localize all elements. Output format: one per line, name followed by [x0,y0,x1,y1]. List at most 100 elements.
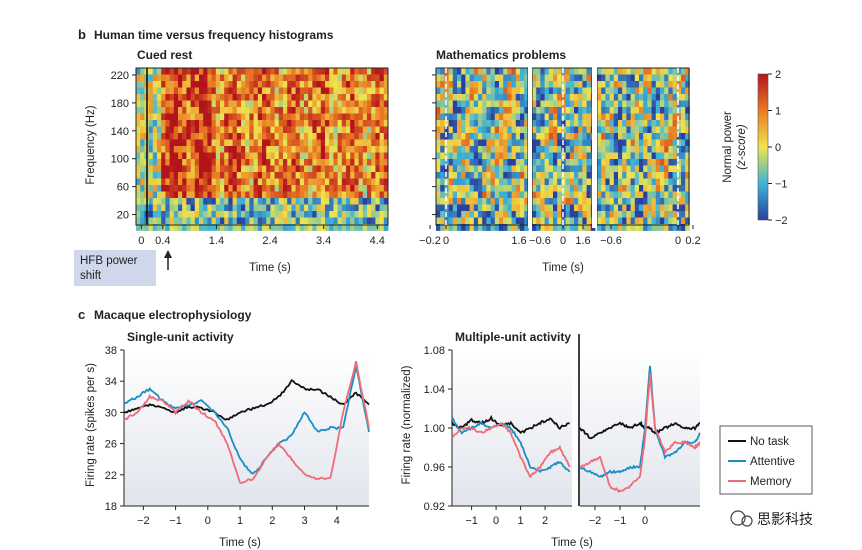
heatmap-cell [540,146,545,153]
heatmap-cell [532,81,537,88]
heatmap-cell [668,68,673,75]
heatmap-cell [354,211,359,218]
heatmap-cell [362,159,368,166]
heatmap-cell [634,159,640,166]
heatmap-cell [647,113,652,121]
heatmap-cell [643,139,648,147]
heatmap-cell [440,204,445,212]
heatmap-cell [586,159,592,166]
heatmap-cell [557,159,562,166]
heatmap-cell [203,87,208,95]
heatmap-cell [626,165,631,173]
heatmap-cell [515,152,521,160]
heatmap-cell [236,133,242,140]
heatmap-cell [224,224,229,231]
heatmap-cell [140,159,145,166]
heatmap-cell [461,185,466,192]
heatmap-cell [199,204,204,212]
heatmap-cell [270,211,275,218]
heatmap-cell [681,81,686,88]
heatmap-cell [499,94,504,101]
heatmap-cell [544,204,550,212]
heatmap-cell [457,165,462,173]
heatmap-cell [236,185,242,192]
heatmap-cell [507,165,512,173]
heatmap-cell [676,126,682,134]
xtick-label: 1.6 [575,235,590,247]
heatmap-cell [278,185,284,192]
heatmap-cell [350,185,355,192]
heatmap-cell [490,191,496,199]
heatmap-cell [597,139,602,147]
heatmap-cell [304,172,309,179]
heatmap-cell [190,81,196,88]
heatmap-cell [520,178,525,186]
heatmap-cell [241,165,246,173]
heatmap-cell [664,120,669,127]
heatmap-cell [304,68,309,75]
heatmap-cell [350,133,355,140]
heatmap-cell [685,68,690,75]
heatmap-cell [473,120,479,127]
heatmap-cell [169,120,175,127]
heatmap-cell [329,113,334,121]
heatmap-cell [613,113,619,121]
heatmap-cell [494,133,500,140]
heatmap-cell [299,100,305,108]
heatmap-cell [333,74,338,82]
colorbar [757,73,769,221]
heatmap-cell [299,152,305,160]
heatmap-cell [676,113,682,121]
heatmap-cell [224,146,229,153]
heatmap-cell [371,113,376,121]
heatmap-cell [354,172,359,179]
heatmap-cell [664,172,669,179]
heatmap-cell [664,94,669,101]
heatmap-cell [647,74,652,82]
heatmap-cell [354,68,359,75]
heatmap-cell [582,185,587,192]
heatmap-cell [582,178,587,186]
heatmap-cell [249,211,254,218]
heatmap-cell [140,133,145,140]
heatmap-cell [316,178,322,186]
heatmap-cell [325,224,330,231]
heatmap-cell [337,165,343,173]
heatmap-cell [253,139,259,147]
heatmap-cell [499,68,504,75]
heatmap-cell [511,217,517,225]
heatmap-cell [270,126,275,134]
heatmap-cell [329,217,334,225]
heatmap-cell [262,120,267,127]
heatmap-cell [333,133,338,140]
heatmap-cell [228,68,233,75]
heatmap-cell [232,87,238,95]
heatmap-cell [169,152,175,160]
heatmap-cell [582,146,587,153]
heatmap-cell [325,113,330,121]
heatmap-cell [161,204,166,212]
heatmap-cell [515,113,521,121]
heatmap-cell [490,120,496,127]
heatmap-cell [511,87,517,95]
heatmap-cell [569,159,575,166]
heatmap-cell [367,159,372,166]
heatmap-cell [161,191,166,199]
heatmap-cell [249,191,254,199]
heatmap-cell [565,159,571,166]
heatmap-cell [622,224,627,231]
heatmap-cell [601,159,606,166]
heatmap-cell [609,107,615,114]
heatmap-cell [676,178,682,186]
legend-no-task: No task [750,436,789,448]
heatmap-cell [499,178,504,186]
heatmap-cell [520,133,525,140]
heatmap-cell [308,94,313,101]
heatmap-cell [371,198,376,205]
heatmap-cell [182,74,187,82]
heatmap-cell [312,217,317,225]
heatmap-cell [565,113,571,121]
heatmap-cell [257,100,263,108]
heatmap-cell [367,217,372,225]
heatmap-cell [613,74,619,82]
